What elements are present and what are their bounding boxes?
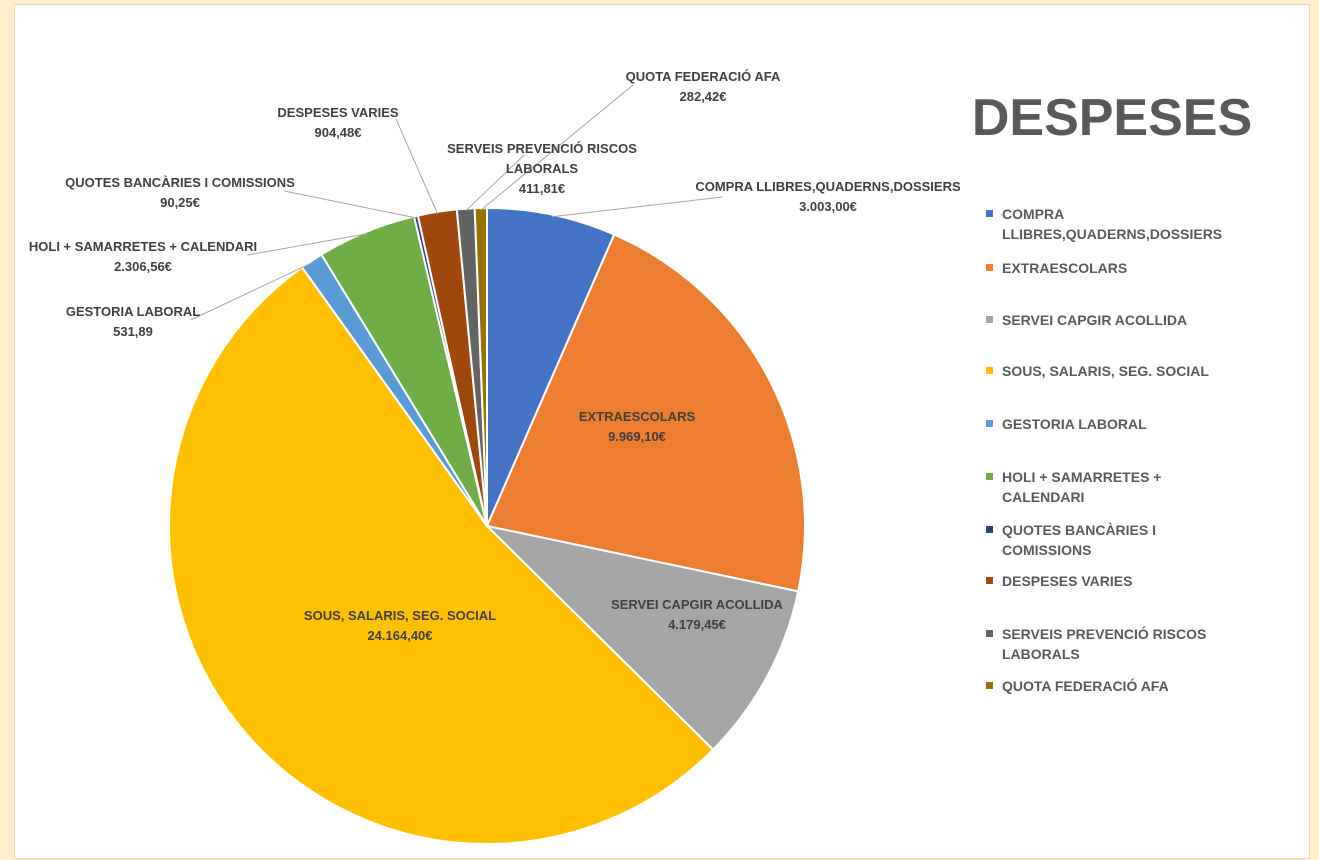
leader-line-despeses-varies xyxy=(395,118,439,215)
pie-slice-extraescolars xyxy=(485,233,806,593)
leader-lines xyxy=(190,84,723,321)
legend-item-despeses-varies: DESPESES VARIES xyxy=(1002,573,1132,589)
data-label-despeses-varies: DESPESES VARIES 904,48€ xyxy=(277,105,398,140)
data-label-compra-llibres-quaderns-dossiers: COMPRA LLIBRES,QUADERNS,DOSSIERS 3.003,00… xyxy=(695,179,961,214)
pie-slice-quota-federacio-afa xyxy=(473,206,488,527)
data-label-quotes-bancaries-i-comissions: QUOTES BANCÀRIES I COMISSIONS 90,25€ xyxy=(65,175,295,210)
data-label-gestoria-laboral: GESTORIA LABORAL 531,89 xyxy=(66,304,200,339)
leader-line-quota-federacio-afa xyxy=(480,84,634,211)
legend-swatch-sous-salaris-seg-social xyxy=(986,367,993,374)
data-labels: COMPRA LLIBRES,QUADERNS,DOSSIERS 3.003,00… xyxy=(29,69,961,643)
legend-item-compra-llibres-quaderns-dossiers: COMPRA LLIBRES,QUADERNS,DOSSIERS xyxy=(1002,206,1222,242)
pie-slice-servei-capgir-acollida xyxy=(483,524,800,752)
legend-item-quota-federacio-afa: QUOTA FEDERACIÓ AFA xyxy=(1002,677,1169,694)
data-label-quota-federacio-afa: QUOTA FEDERACIÓ AFA 282,42€ xyxy=(626,69,781,104)
legend-swatch-extraescolars xyxy=(986,264,993,271)
leader-line-compra-llibres-quaderns-dossiers xyxy=(551,196,723,218)
legend-item-gestoria-laboral: GESTORIA LABORAL xyxy=(1002,416,1147,432)
data-label-holi-samarretes-calendari: HOLI + SAMARRETES + CALENDARI 2.306,56€ xyxy=(29,239,257,274)
legend-swatch-despeses-varies xyxy=(986,577,993,584)
chart-title: DESPESES xyxy=(972,89,1252,147)
chart-frame: COMPRA LLIBRES,QUADERNS,DOSSIERS 3.003,00… xyxy=(14,4,1310,859)
pie-chart: COMPRA LLIBRES,QUADERNS,DOSSIERS 3.003,00… xyxy=(29,69,1252,846)
legend-item-quotes-bancaries-i-comissions: QUOTES BANCÀRIES I COMISSIONS xyxy=(1002,522,1156,558)
legend: COMPRA LLIBRES,QUADERNS,DOSSIERS EXTRAESCO… xyxy=(986,206,1222,694)
pie-slices xyxy=(168,206,806,846)
legend-swatch-serveis-prevencio-riscos-laborals xyxy=(986,630,993,637)
pie-slice-compra-llibres-quaderns-dossiers xyxy=(486,206,616,527)
legend-item-servei-capgir-acollida: SERVEI CAPGIR ACOLLIDA xyxy=(1002,312,1187,328)
legend-swatch-compra-llibres-quaderns-dossiers xyxy=(986,210,993,217)
leader-line-gestoria-laboral xyxy=(190,261,314,321)
pie-slice-sous-salaris-seg-social xyxy=(168,265,715,846)
leader-line-quotes-bancaries-i-comissions xyxy=(284,190,417,219)
legend-swatch-holi-samarretes-calendari xyxy=(986,473,993,480)
legend-swatch-servei-capgir-acollida xyxy=(986,316,993,323)
data-label-servei-capgir-acollida: SERVEI CAPGIR ACOLLIDA 4.179,45€ xyxy=(611,597,784,632)
legend-item-serveis-prevencio-riscos-laborals: SERVEIS PREVENCIÓ RISCOS LABORALS xyxy=(1002,625,1206,662)
leader-line-holi-samarretes-calendari xyxy=(247,233,368,256)
data-label-extraescolars: EXTRAESCOLARS 9.969,10€ xyxy=(579,409,696,444)
legend-item-extraescolars: EXTRAESCOLARS xyxy=(1002,260,1127,276)
legend-item-holi-samarretes-calendari: HOLI + SAMARRETES + CALENDARI xyxy=(1002,469,1161,505)
data-label-serveis-prevencio-riscos-laborals: SERVEIS PREVENCIÓ RISCOS LABORALS 411,81€ xyxy=(447,141,637,196)
legend-item-sous-salaris-seg-social: SOUS, SALARIS, SEG. SOCIAL xyxy=(1002,363,1209,379)
legend-swatch-quota-federacio-afa xyxy=(986,682,993,689)
legend-swatch-quotes-bancaries-i-comissions xyxy=(986,526,993,533)
legend-swatch-gestoria-laboral xyxy=(986,420,993,427)
data-label-sous-salaris-seg-social: SOUS, SALARIS, SEG. SOCIAL 24.164,40€ xyxy=(304,608,496,643)
leader-line-serveis-prevencio-riscos-laborals xyxy=(465,154,525,212)
